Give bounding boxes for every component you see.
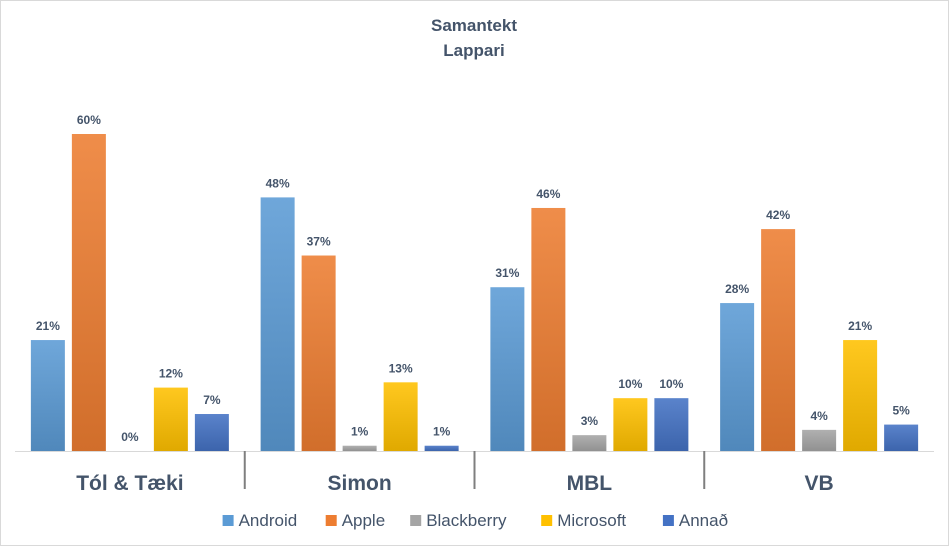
bar-microsoft-mbl xyxy=(613,398,648,451)
legend-label: Blackberry xyxy=(426,511,507,530)
legend-label: Apple xyxy=(342,511,385,530)
data-label-blackberry-tol-and-taeki: 0% xyxy=(121,430,139,444)
data-label-blackberry-mbl: 3% xyxy=(581,414,599,428)
data-label-apple-mbl: 46% xyxy=(536,187,560,201)
legend-item-android: Android xyxy=(222,511,298,530)
data-label-android-vb: 28% xyxy=(725,282,749,296)
legend-label: Annað xyxy=(679,511,728,530)
data-label-blackberry-simon: 1% xyxy=(351,425,369,439)
data-label-annad-tol-and-taeki: 7% xyxy=(203,393,221,407)
data-label-microsoft-simon: 13% xyxy=(389,361,413,375)
bar-android-vb xyxy=(720,303,755,451)
category-label-mbl: MBL xyxy=(567,472,613,495)
data-label-apple-tol-and-taeki: 60% xyxy=(77,113,101,127)
legend-item-microsoft: Microsoft xyxy=(541,511,626,530)
bar-apple-simon xyxy=(301,255,336,451)
legend-item-apple: Apple xyxy=(325,511,385,530)
data-label-android-mbl: 31% xyxy=(495,266,519,280)
data-label-microsoft-vb: 21% xyxy=(848,319,872,333)
legend-swatch xyxy=(541,515,553,526)
bar-annad-mbl xyxy=(654,398,689,451)
legend-label: Android xyxy=(239,511,298,530)
bar-annad-tol-and-taeki xyxy=(194,414,229,451)
legend-item-annad: Annað xyxy=(662,511,728,530)
bar-microsoft-simon xyxy=(383,382,418,451)
data-label-annad-simon: 1% xyxy=(433,425,451,439)
bar-blackberry-mbl xyxy=(572,435,607,451)
data-label-microsoft-tol-and-taeki: 12% xyxy=(159,367,183,381)
bar-annad-vb xyxy=(884,424,919,451)
bar-annad-simon xyxy=(424,445,459,451)
bar-blackberry-simon xyxy=(342,445,377,451)
bar-apple-vb xyxy=(761,229,796,451)
bar-android-tol-and-taeki xyxy=(30,340,65,451)
data-label-apple-vb: 42% xyxy=(766,208,790,222)
data-label-apple-simon: 37% xyxy=(307,235,331,249)
data-label-android-tol-and-taeki: 21% xyxy=(36,319,60,333)
bar-apple-mbl xyxy=(531,207,566,451)
bar-blackberry-vb xyxy=(802,429,837,451)
chart-subtitle: Lappari xyxy=(443,41,504,60)
bar-android-simon xyxy=(260,197,295,451)
category-label-tol-and-taeki: Tól & Tæki xyxy=(76,472,183,495)
bar-microsoft-tol-and-taeki xyxy=(153,387,188,451)
data-label-blackberry-vb: 4% xyxy=(810,409,828,423)
category-label-simon: Simon xyxy=(328,472,392,495)
data-label-microsoft-mbl: 10% xyxy=(618,377,642,391)
bar-android-mbl xyxy=(490,287,525,451)
data-label-annad-vb: 5% xyxy=(892,404,910,418)
legend-swatch xyxy=(410,515,422,526)
data-label-annad-mbl: 10% xyxy=(659,377,683,391)
legend-swatch xyxy=(325,515,337,526)
legend-item-blackberry: Blackberry xyxy=(410,511,507,530)
legend-swatch xyxy=(662,515,674,526)
bar-apple-tol-and-taeki xyxy=(71,134,106,451)
legend-label: Microsoft xyxy=(557,511,626,530)
category-label-vb: VB xyxy=(805,472,834,495)
legend-swatch xyxy=(222,515,234,526)
chart-title: Samantekt xyxy=(431,16,517,35)
bar-microsoft-vb xyxy=(843,340,878,451)
data-label-android-simon: 48% xyxy=(266,176,290,190)
